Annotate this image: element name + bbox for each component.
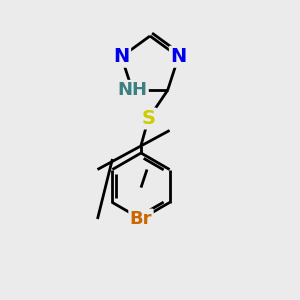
Text: NH: NH (117, 81, 147, 99)
Text: Br: Br (130, 210, 152, 228)
Text: N: N (113, 47, 130, 66)
Text: S: S (142, 109, 155, 128)
Text: N: N (170, 47, 187, 66)
